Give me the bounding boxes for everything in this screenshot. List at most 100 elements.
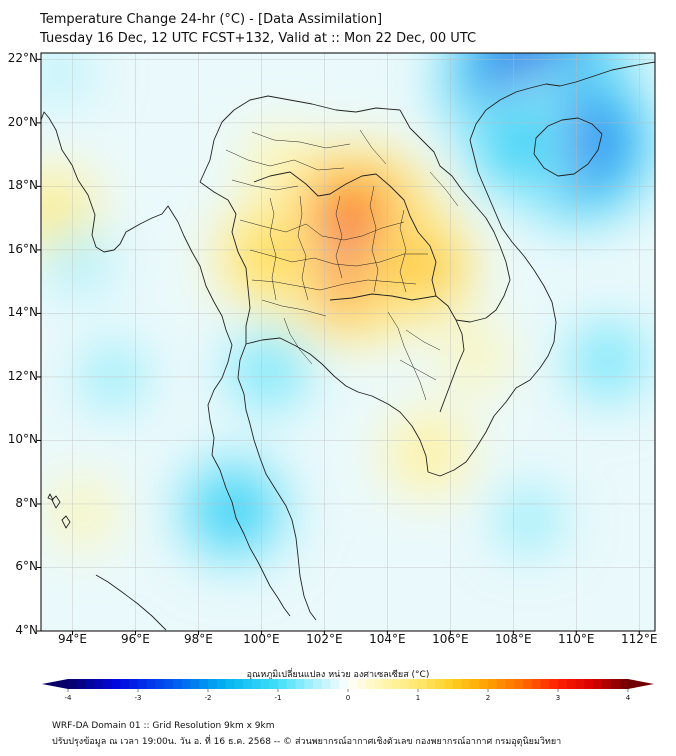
colorbar-cell — [584, 679, 594, 689]
anomaly-cold-gulf-of-thailand — [235, 338, 300, 403]
colorbar-cell — [313, 679, 323, 689]
lat-tick-label: 8°N — [15, 495, 38, 510]
colorbar-cell — [120, 679, 130, 689]
lon-tick-label: 106°E — [432, 632, 469, 646]
colorbar-cell — [566, 679, 576, 689]
lat-tick-label: 6°N — [15, 559, 38, 574]
axis-ticks — [37, 58, 640, 635]
hainan-island — [533, 117, 603, 177]
colorbar-cell — [409, 679, 419, 689]
colorbar-cell — [391, 679, 401, 689]
lon-tick-label: 102°E — [306, 632, 343, 646]
colorbar-cell — [339, 679, 349, 689]
colorbar-cell — [155, 679, 165, 689]
colorbar-cell — [426, 679, 436, 689]
anomaly-warm-cambodia-south — [396, 421, 461, 486]
colorbar-cell — [304, 679, 314, 689]
colorbar-tick-label: 2 — [485, 694, 491, 702]
colorbar-cell — [575, 679, 585, 689]
lat-tick-label: 14°N — [7, 305, 38, 320]
colorbar-cell — [505, 679, 515, 689]
colorbar-cell — [558, 679, 568, 689]
colorbar-cell — [593, 679, 603, 689]
colorbar-cell — [199, 679, 209, 689]
colorbar-title: อุณหภูมิเปลี่ยนแปลง หน่วย องศาเซลเซียส (… — [246, 670, 430, 680]
provinces-thailand — [239, 185, 428, 365]
lon-tick-label: 110°E — [558, 632, 595, 646]
colorbar-cell — [208, 679, 218, 689]
border-thailand-laos — [253, 171, 437, 297]
lat-tick-label: 22°N — [7, 51, 38, 66]
map-subtitle: Tuesday 16 Dec, 12 UTC FCST+132, Valid a… — [40, 31, 477, 46]
map-frame — [40, 52, 656, 632]
colorbar-cell — [295, 679, 305, 689]
colorbar-cell — [549, 679, 559, 689]
colorbar-cell — [111, 679, 121, 689]
anomaly-warm-vietnam-south — [443, 325, 508, 390]
colorbar-tick-label: -1 — [274, 694, 282, 702]
colorbar-cell — [348, 679, 358, 689]
colorbar-cell — [68, 679, 78, 689]
coastline-myanmar — [41, 111, 233, 346]
colorbar-min-extend — [42, 679, 68, 689]
lat-tick-label: 16°N — [7, 241, 38, 256]
anomaly-warm-andaman-south — [49, 481, 114, 546]
coastline-gulf-west — [237, 343, 317, 621]
lon-tick-label: 100°E — [243, 632, 280, 646]
colorbar-cell — [225, 679, 235, 689]
colorbar-cell — [216, 679, 226, 689]
colorbar-cell — [479, 679, 489, 689]
colorbar-cell — [138, 679, 148, 689]
colorbar-cell — [461, 679, 471, 689]
colorbar-cell — [514, 679, 524, 689]
colorbar-cell — [190, 679, 200, 689]
islands-sumatra-north — [95, 574, 167, 631]
colorbar-cell — [181, 679, 191, 689]
colorbar-cell — [453, 679, 463, 689]
colorbar — [42, 679, 654, 692]
coastline-peninsula-west — [207, 344, 291, 617]
colorbar-cell — [531, 679, 541, 689]
colorbar-cell — [356, 679, 366, 689]
lat-tick-label: 10°N — [7, 432, 38, 447]
lon-tick-label: 96°E — [121, 632, 150, 646]
colorbar-cell — [374, 679, 384, 689]
lat-tick-label: 4°N — [15, 623, 38, 637]
colorbar-max-extend — [628, 679, 654, 689]
lon-tick-label: 112°E — [621, 632, 658, 646]
colorbar-cell — [164, 679, 174, 689]
anomaly-cold-northwest — [41, 53, 92, 105]
colorbar-cell — [173, 679, 183, 689]
colorbar-tick-label: -2 — [204, 694, 212, 702]
lon-tick-label: 108°E — [495, 632, 532, 646]
colorbar-cell — [383, 679, 393, 689]
cambodia-provinces — [387, 311, 441, 401]
colorbar-cell — [610, 679, 620, 689]
colorbar-cell — [278, 679, 288, 689]
anomaly-warm-laos-east — [386, 233, 451, 298]
anomaly-cold-south-sea — [497, 487, 562, 552]
anomaly-warm-central-thailand — [238, 224, 303, 289]
colorbar-cell — [330, 679, 340, 689]
colorbar-cell — [103, 679, 113, 689]
colorbar-cell — [269, 679, 279, 689]
colorbar-cell — [496, 679, 506, 689]
lon-tick-label: 104°E — [369, 632, 406, 646]
coastline-indochina-east — [427, 139, 557, 477]
colorbar-cell — [94, 679, 104, 689]
lat-tick-label: 12°N — [7, 368, 38, 383]
anomaly-warm-north — [245, 128, 310, 193]
anomaly-cold-gulf-of-tonkin — [487, 113, 552, 178]
colorbar-cell — [243, 679, 253, 689]
colorbar-cell — [234, 679, 244, 689]
colorbar-tick-label: 1 — [415, 694, 421, 702]
colorbar-cell — [146, 679, 156, 689]
colorbar-cell — [286, 679, 296, 689]
colorbar-cell — [470, 679, 480, 689]
colorbar-tick-label: -3 — [134, 694, 142, 702]
coastline-gulf-of-tonkin — [469, 61, 655, 141]
colorbar-cell — [400, 679, 410, 689]
map-panel — [37, 52, 656, 635]
anomaly-cold-east-sea — [575, 329, 640, 394]
lon-tick-label: 94°E — [58, 632, 87, 646]
